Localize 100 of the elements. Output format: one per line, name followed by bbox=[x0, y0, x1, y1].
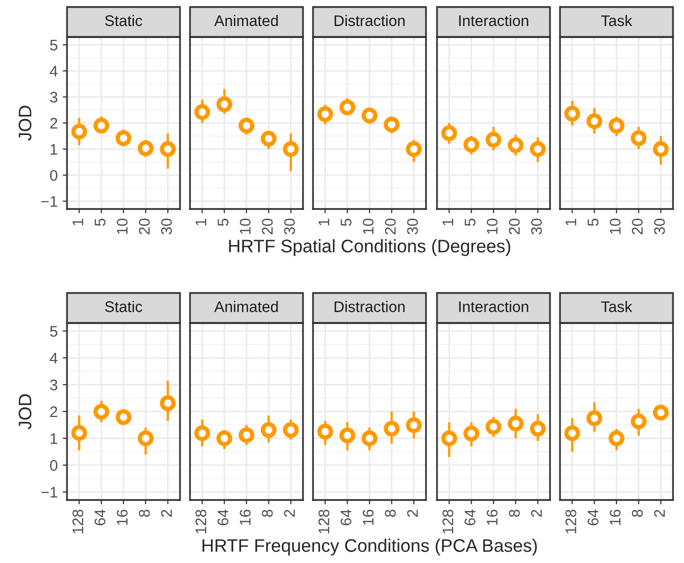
point bbox=[486, 132, 502, 148]
point bbox=[530, 141, 546, 157]
y-tick-label: 1 bbox=[50, 144, 58, 155]
chart-title: Interaction bbox=[459, 300, 528, 312]
y-tick-label: 3 bbox=[50, 380, 58, 390]
point bbox=[260, 422, 277, 438]
x-tick-label: 1 bbox=[72, 218, 84, 226]
point bbox=[71, 124, 88, 140]
x-tick-label: 20 bbox=[138, 218, 150, 234]
point bbox=[216, 430, 232, 446]
point bbox=[138, 430, 154, 446]
x-tick-label: 1 bbox=[442, 218, 454, 226]
x-tick-label: 5 bbox=[464, 218, 476, 226]
y-tick-label: 4 bbox=[50, 66, 58, 76]
point bbox=[608, 118, 624, 134]
x-tick-label: 20 bbox=[262, 218, 273, 234]
point bbox=[317, 106, 334, 122]
x-axis-title: HRTF Frequency Conditions (PCA Bases) bbox=[202, 538, 537, 556]
x-tick-label: 30 bbox=[531, 218, 542, 234]
point bbox=[216, 96, 232, 112]
point bbox=[564, 425, 580, 442]
x-tick-label: 8 bbox=[262, 510, 273, 517]
x-tick-label: 16 bbox=[240, 510, 251, 525]
x-tick-label: 8 bbox=[138, 510, 150, 517]
x-tick-label: 5 bbox=[340, 218, 352, 226]
point bbox=[71, 425, 88, 441]
x-tick-label: 1 bbox=[196, 218, 206, 226]
x-tick-label: 16 bbox=[486, 510, 498, 525]
point bbox=[282, 422, 299, 438]
x-tick-label: 30 bbox=[161, 218, 172, 234]
chart-title: Distraction bbox=[334, 14, 405, 26]
point bbox=[406, 417, 422, 434]
point bbox=[317, 424, 334, 440]
chart-title: Animated bbox=[214, 14, 278, 26]
x-tick-label: 128 bbox=[318, 510, 330, 534]
x-tick-label: 10 bbox=[362, 218, 374, 234]
chart-title: Static bbox=[105, 14, 142, 26]
point bbox=[463, 136, 480, 153]
point bbox=[530, 420, 546, 437]
x-tick-label: 5 bbox=[218, 218, 228, 226]
y-tick-label: 5 bbox=[50, 40, 58, 51]
x-tick-label: 5 bbox=[94, 218, 106, 226]
x-tick-label: 8 bbox=[508, 510, 520, 517]
y-tick-label: 2 bbox=[50, 118, 58, 129]
point bbox=[441, 125, 458, 142]
point bbox=[362, 430, 378, 446]
x-axis-title: HRTF Spatial Conditions (Degrees) bbox=[229, 239, 510, 256]
x-tick-label: 20 bbox=[384, 218, 396, 234]
point bbox=[564, 106, 580, 122]
chart-title: Distraction bbox=[334, 300, 405, 312]
point bbox=[463, 426, 480, 442]
chart-title: Interaction bbox=[459, 14, 528, 26]
point bbox=[194, 104, 210, 120]
x-tick-label: 1 bbox=[566, 218, 576, 226]
x-tick-label: 64 bbox=[588, 509, 598, 526]
point bbox=[508, 416, 524, 432]
point bbox=[630, 414, 647, 430]
point bbox=[238, 427, 254, 443]
point bbox=[339, 427, 356, 444]
point bbox=[441, 430, 458, 446]
point bbox=[160, 141, 176, 157]
point bbox=[194, 425, 210, 442]
point bbox=[608, 430, 624, 446]
point bbox=[116, 409, 132, 426]
y-tick-label: 1 bbox=[50, 433, 58, 444]
x-tick-label: 64 bbox=[218, 509, 228, 526]
point bbox=[238, 118, 254, 134]
point bbox=[339, 99, 356, 116]
point bbox=[160, 395, 176, 412]
x-tick-label: 1 bbox=[318, 218, 330, 226]
x-tick-label: 16 bbox=[362, 510, 374, 525]
y-tick-label: −1 bbox=[41, 196, 58, 207]
y-tick-label: 3 bbox=[50, 92, 58, 103]
y-axis-title: JOD bbox=[18, 394, 32, 430]
point bbox=[486, 418, 502, 435]
x-tick-label: 10 bbox=[610, 218, 621, 234]
point bbox=[586, 113, 602, 130]
x-tick-label: 20 bbox=[508, 218, 520, 234]
x-tick-label: 8 bbox=[384, 510, 396, 517]
point bbox=[260, 130, 277, 147]
x-tick-label: 64 bbox=[464, 509, 476, 526]
point bbox=[406, 141, 422, 157]
x-tick-label: 16 bbox=[116, 510, 128, 525]
x-tick-label: 64 bbox=[340, 509, 352, 526]
point bbox=[586, 410, 602, 426]
point bbox=[282, 141, 299, 157]
y-tick-label: 5 bbox=[50, 326, 58, 337]
x-tick-label: 10 bbox=[486, 218, 498, 234]
chart-title: Task bbox=[601, 14, 632, 26]
x-tick-label: 30 bbox=[407, 218, 418, 234]
y-tick-label: −1 bbox=[41, 486, 58, 498]
x-tick-label: 8 bbox=[632, 510, 643, 517]
y-tick-label: 2 bbox=[50, 406, 58, 418]
point bbox=[116, 130, 132, 146]
point bbox=[384, 116, 400, 132]
x-tick-label: 64 bbox=[94, 509, 106, 526]
point bbox=[362, 108, 378, 124]
point bbox=[93, 118, 110, 134]
y-tick-label: 0 bbox=[50, 170, 58, 181]
point bbox=[652, 141, 669, 157]
